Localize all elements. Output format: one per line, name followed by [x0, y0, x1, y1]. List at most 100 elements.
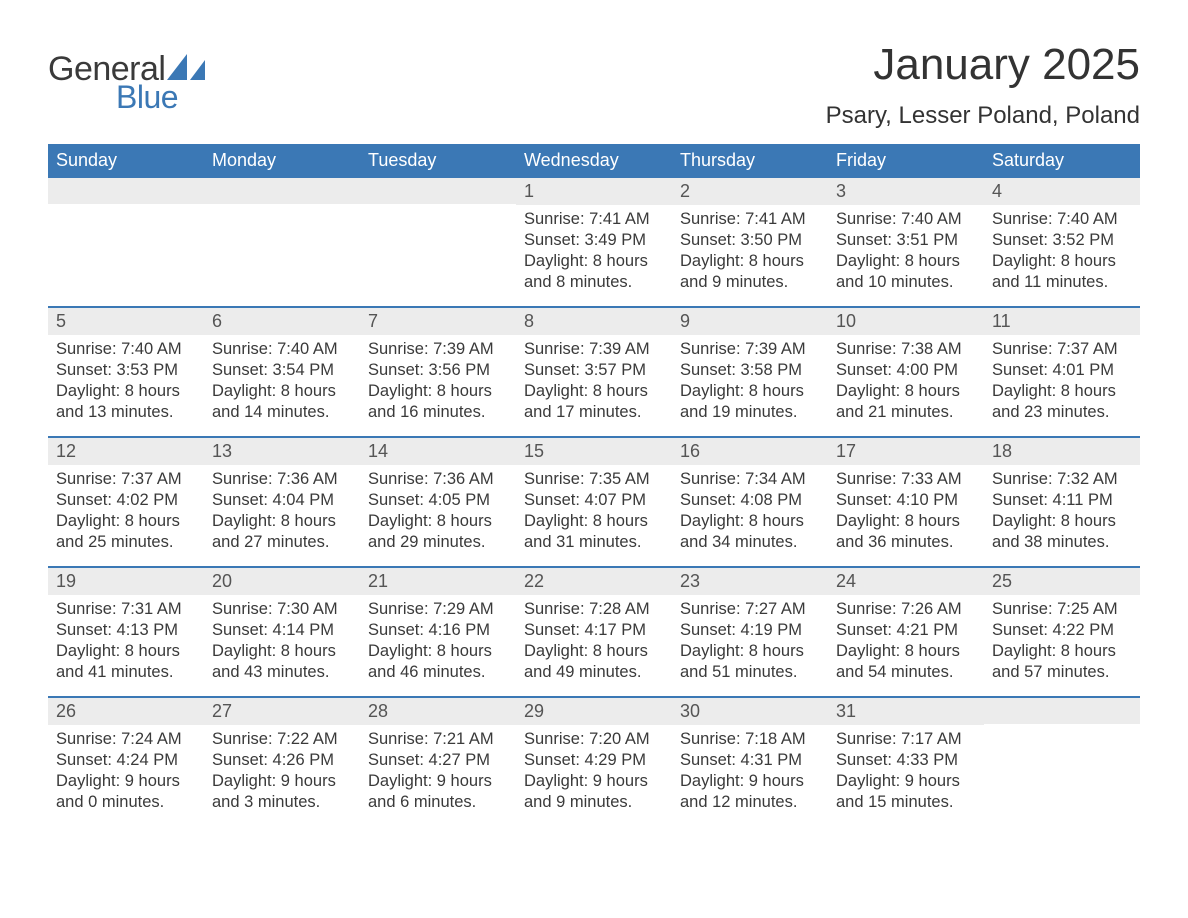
day-body: Sunrise: 7:37 AMSunset: 4:02 PMDaylight:… — [48, 465, 204, 555]
day-cell — [984, 698, 1140, 826]
day-cell: 18Sunrise: 7:32 AMSunset: 4:11 PMDayligh… — [984, 438, 1140, 566]
day-day1: Daylight: 8 hours — [836, 381, 976, 402]
day-number: 3 — [828, 178, 984, 205]
day-cell: 4Sunrise: 7:40 AMSunset: 3:52 PMDaylight… — [984, 178, 1140, 306]
day-number: 1 — [516, 178, 672, 205]
day-sunset: Sunset: 4:26 PM — [212, 750, 352, 771]
day-number: 17 — [828, 438, 984, 465]
day-number: 26 — [48, 698, 204, 725]
day-sunrise: Sunrise: 7:20 AM — [524, 729, 664, 750]
day-day2: and 12 minutes. — [680, 792, 820, 813]
day-sunrise: Sunrise: 7:35 AM — [524, 469, 664, 490]
day-cell: 7Sunrise: 7:39 AMSunset: 3:56 PMDaylight… — [360, 308, 516, 436]
day-sunset: Sunset: 4:19 PM — [680, 620, 820, 641]
day-sunset: Sunset: 3:58 PM — [680, 360, 820, 381]
day-day1: Daylight: 8 hours — [368, 381, 508, 402]
day-number: 16 — [672, 438, 828, 465]
weekday-header: Friday — [828, 144, 984, 178]
day-day1: Daylight: 9 hours — [368, 771, 508, 792]
day-cell: 14Sunrise: 7:36 AMSunset: 4:05 PMDayligh… — [360, 438, 516, 566]
weekday-header: Sunday — [48, 144, 204, 178]
day-day1: Daylight: 9 hours — [836, 771, 976, 792]
day-body: Sunrise: 7:32 AMSunset: 4:11 PMDaylight:… — [984, 465, 1140, 555]
week-row: 5Sunrise: 7:40 AMSunset: 3:53 PMDaylight… — [48, 306, 1140, 436]
day-number: 2 — [672, 178, 828, 205]
day-body: Sunrise: 7:28 AMSunset: 4:17 PMDaylight:… — [516, 595, 672, 685]
day-body: Sunrise: 7:26 AMSunset: 4:21 PMDaylight:… — [828, 595, 984, 685]
day-day2: and 41 minutes. — [56, 662, 196, 683]
day-sunset: Sunset: 3:57 PM — [524, 360, 664, 381]
day-body: Sunrise: 7:37 AMSunset: 4:01 PMDaylight:… — [984, 335, 1140, 425]
day-day1: Daylight: 8 hours — [56, 511, 196, 532]
day-number: 9 — [672, 308, 828, 335]
day-sunset: Sunset: 3:51 PM — [836, 230, 976, 251]
day-body: Sunrise: 7:41 AMSunset: 3:49 PMDaylight:… — [516, 205, 672, 295]
day-cell: 19Sunrise: 7:31 AMSunset: 4:13 PMDayligh… — [48, 568, 204, 696]
day-body: Sunrise: 7:24 AMSunset: 4:24 PMDaylight:… — [48, 725, 204, 815]
day-sunset: Sunset: 3:56 PM — [368, 360, 508, 381]
logo: General Blue — [48, 50, 209, 116]
day-sunset: Sunset: 4:14 PM — [212, 620, 352, 641]
day-sunset: Sunset: 4:22 PM — [992, 620, 1132, 641]
day-body: Sunrise: 7:40 AMSunset: 3:51 PMDaylight:… — [828, 205, 984, 295]
day-day1: Daylight: 8 hours — [56, 381, 196, 402]
day-number: 29 — [516, 698, 672, 725]
day-sunrise: Sunrise: 7:37 AM — [56, 469, 196, 490]
day-number: 4 — [984, 178, 1140, 205]
day-sunrise: Sunrise: 7:18 AM — [680, 729, 820, 750]
day-cell: 23Sunrise: 7:27 AMSunset: 4:19 PMDayligh… — [672, 568, 828, 696]
day-sunrise: Sunrise: 7:17 AM — [836, 729, 976, 750]
day-body: Sunrise: 7:41 AMSunset: 3:50 PMDaylight:… — [672, 205, 828, 295]
day-day2: and 38 minutes. — [992, 532, 1132, 553]
day-sunset: Sunset: 4:04 PM — [212, 490, 352, 511]
day-sunrise: Sunrise: 7:22 AM — [212, 729, 352, 750]
day-sunrise: Sunrise: 7:21 AM — [368, 729, 508, 750]
day-cell: 21Sunrise: 7:29 AMSunset: 4:16 PMDayligh… — [360, 568, 516, 696]
day-sunrise: Sunrise: 7:40 AM — [836, 209, 976, 230]
day-number: 24 — [828, 568, 984, 595]
day-day1: Daylight: 8 hours — [680, 251, 820, 272]
day-day2: and 57 minutes. — [992, 662, 1132, 683]
day-cell: 26Sunrise: 7:24 AMSunset: 4:24 PMDayligh… — [48, 698, 204, 826]
weekday-header: Wednesday — [516, 144, 672, 178]
day-number — [48, 178, 204, 204]
day-day2: and 51 minutes. — [680, 662, 820, 683]
day-cell: 25Sunrise: 7:25 AMSunset: 4:22 PMDayligh… — [984, 568, 1140, 696]
day-day2: and 6 minutes. — [368, 792, 508, 813]
day-sunrise: Sunrise: 7:40 AM — [992, 209, 1132, 230]
day-cell — [360, 178, 516, 306]
day-cell — [48, 178, 204, 306]
day-sunrise: Sunrise: 7:30 AM — [212, 599, 352, 620]
day-number: 23 — [672, 568, 828, 595]
day-day2: and 9 minutes. — [524, 792, 664, 813]
day-day2: and 17 minutes. — [524, 402, 664, 423]
day-sunrise: Sunrise: 7:32 AM — [992, 469, 1132, 490]
day-sunset: Sunset: 3:53 PM — [56, 360, 196, 381]
day-day1: Daylight: 9 hours — [524, 771, 664, 792]
header: General Blue January 2025 Psary, Lesser … — [48, 40, 1140, 130]
day-day2: and 11 minutes. — [992, 272, 1132, 293]
day-sunrise: Sunrise: 7:31 AM — [56, 599, 196, 620]
day-sunrise: Sunrise: 7:37 AM — [992, 339, 1132, 360]
day-cell: 28Sunrise: 7:21 AMSunset: 4:27 PMDayligh… — [360, 698, 516, 826]
day-number: 13 — [204, 438, 360, 465]
day-day1: Daylight: 8 hours — [212, 641, 352, 662]
day-body: Sunrise: 7:25 AMSunset: 4:22 PMDaylight:… — [984, 595, 1140, 685]
day-day1: Daylight: 8 hours — [680, 641, 820, 662]
day-sunset: Sunset: 4:13 PM — [56, 620, 196, 641]
day-sunset: Sunset: 4:02 PM — [56, 490, 196, 511]
day-sunset: Sunset: 4:17 PM — [524, 620, 664, 641]
day-day1: Daylight: 8 hours — [836, 511, 976, 532]
day-number: 19 — [48, 568, 204, 595]
day-cell: 30Sunrise: 7:18 AMSunset: 4:31 PMDayligh… — [672, 698, 828, 826]
day-number: 5 — [48, 308, 204, 335]
day-sunrise: Sunrise: 7:41 AM — [524, 209, 664, 230]
day-sunrise: Sunrise: 7:26 AM — [836, 599, 976, 620]
day-body: Sunrise: 7:40 AMSunset: 3:54 PMDaylight:… — [204, 335, 360, 425]
day-day2: and 46 minutes. — [368, 662, 508, 683]
day-body: Sunrise: 7:39 AMSunset: 3:57 PMDaylight:… — [516, 335, 672, 425]
day-day2: and 36 minutes. — [836, 532, 976, 553]
day-number — [360, 178, 516, 204]
day-day1: Daylight: 8 hours — [212, 381, 352, 402]
weekday-header-row: SundayMondayTuesdayWednesdayThursdayFrid… — [48, 144, 1140, 178]
